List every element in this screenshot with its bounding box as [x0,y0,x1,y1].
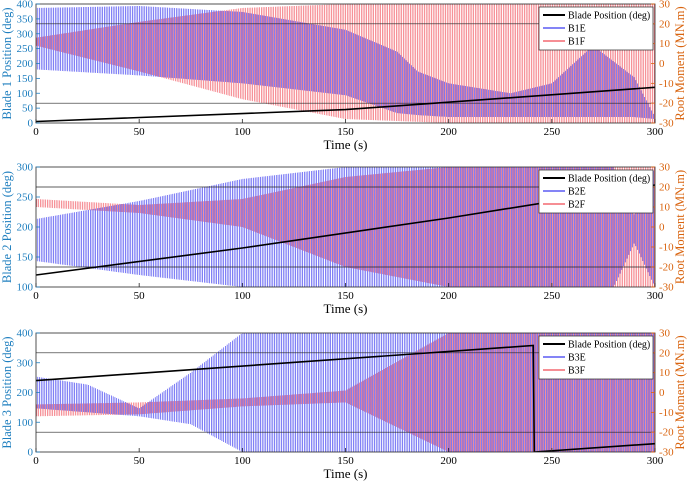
y-right-tick-label: -10 [659,407,674,419]
y-right-axis-label: Root Moment (MN.m) [673,6,687,120]
y-right-tick-label: 10 [659,367,671,379]
legend-entry: B2F [568,200,586,211]
y-right-tick-label: 30 [659,328,671,340]
x-tick-label: 250 [544,126,561,138]
y-left-tick-label: 150 [17,252,34,264]
legend-entry: B1F [568,37,586,48]
y-right-tick-label: -10 [659,78,674,90]
x-tick-label: 250 [544,290,561,302]
x-tick-label: 250 [544,455,561,467]
y-left-tick-label: 300 [17,28,34,40]
y-left-tick-label: 0 [28,118,34,130]
x-tick-label: 0 [33,126,39,138]
legend-entry: Blade Position (deg) [568,174,650,185]
y-right-tick-label: 30 [659,0,671,11]
y-right-tick-label: -10 [659,242,674,254]
y-left-tick-label: 400 [17,0,34,11]
x-tick-label: 200 [440,126,457,138]
x-tick-label: 300 [647,126,664,138]
y-left-tick-label: 400 [17,328,34,340]
y-right-tick-label: 20 [659,347,671,359]
x-axis-label: Time (s) [324,137,368,152]
y-right-tick-label: 20 [659,182,671,194]
y-left-axis-label: Blade 2 Position (deg) [0,171,14,283]
y-right-tick-label: -30 [659,447,674,459]
legend-entry: Blade Position (deg) [568,340,650,351]
chart-panel-3: 0 50 100 150 200 250 3000100200300400-30-20-10… [0,328,687,482]
y-right-tick-label: 0 [659,222,665,234]
x-tick-label: 50 [134,455,146,467]
series-b1f-band [36,4,655,123]
y-left-tick-label: 300 [17,162,34,174]
x-tick-label: 50 [134,126,146,138]
y-left-tick-label: 200 [17,387,34,399]
x-tick-label: 300 [647,290,664,302]
y-right-tick-label: 10 [659,38,671,50]
y-left-tick-label: 300 [17,357,34,369]
legend: Blade Position (deg) B3E B3F [538,335,654,380]
y-left-tick-label: 50 [22,103,34,115]
plot-area [36,333,655,452]
series-b2f-band [36,167,655,287]
y-right-tick-label: 10 [659,202,671,214]
x-tick-label: 150 [337,290,354,302]
y-right-tick-label: 30 [659,162,671,174]
y-left-tick-label: 250 [17,192,34,204]
plot-area [36,4,655,123]
series-blade-position-line [36,344,655,452]
x-axis-label: Time (s) [324,301,368,316]
y-right-tick-label: -20 [659,427,674,439]
y-left-tick-label: 200 [17,58,34,70]
series-b3e-band [36,333,654,452]
series-blade-position-line [36,86,655,123]
y-right-axis-label: Root Moment (MN.m) [673,335,687,449]
series-b1e-band [36,6,654,119]
y-left-tick-label: 350 [17,13,34,25]
x-tick-label: 0 [33,290,39,302]
x-tick-label: 200 [440,290,457,302]
y-left-tick-label: 250 [17,43,34,55]
y-right-tick-label: -20 [659,262,674,274]
chart-panel-1: 0 50 100 150 200 250 3000501001502002503003504… [0,0,687,152]
y-right-tick-label: 20 [659,18,671,30]
y-right-tick-label: -30 [659,282,674,294]
y-left-axis-label: Blade 3 Position (deg) [0,336,14,448]
y-left-tick-label: 100 [17,417,34,429]
x-tick-label: 100 [234,455,251,467]
y-right-tick-label: 0 [659,387,665,399]
x-axis-label: Time (s) [324,466,368,481]
y-left-tick-label: 100 [17,88,34,100]
x-tick-label: 100 [234,290,251,302]
y-right-tick-label: -30 [659,118,674,130]
y-left-tick-label: 100 [17,282,34,294]
y-left-tick-label: 200 [17,222,34,234]
legend-entry: B3F [568,366,586,377]
legend: Blade Position (deg) B2E B2F [538,169,654,214]
y-right-tick-label: 0 [659,58,665,70]
legend-entry: Blade Position (deg) [568,11,650,22]
x-tick-label: 100 [234,126,251,138]
x-tick-label: 150 [337,126,354,138]
y-right-tick-label: -20 [659,98,674,110]
y-right-axis-label: Root Moment (MN.m) [673,170,687,284]
x-tick-label: 0 [33,455,39,467]
legend-entry: B2E [568,187,586,198]
y-left-tick-label: 150 [17,73,34,85]
series-b2e-band [36,167,654,287]
y-left-tick-label: 0 [28,447,34,459]
series-b3f-band [36,333,655,452]
chart-panel-2: 0 50 100 150 200 250 300100150200250300-30-20-… [0,162,687,317]
legend-entry: B3E [568,353,586,364]
x-tick-label: 150 [337,455,354,467]
x-tick-label: 50 [134,290,146,302]
y-left-axis-label: Blade 1 Position (deg) [0,7,14,119]
legend: Blade Position (deg) B1E B1F [538,6,654,51]
legend-entry: B1E [568,24,586,35]
x-tick-label: 300 [647,455,664,467]
x-tick-label: 200 [440,455,457,467]
